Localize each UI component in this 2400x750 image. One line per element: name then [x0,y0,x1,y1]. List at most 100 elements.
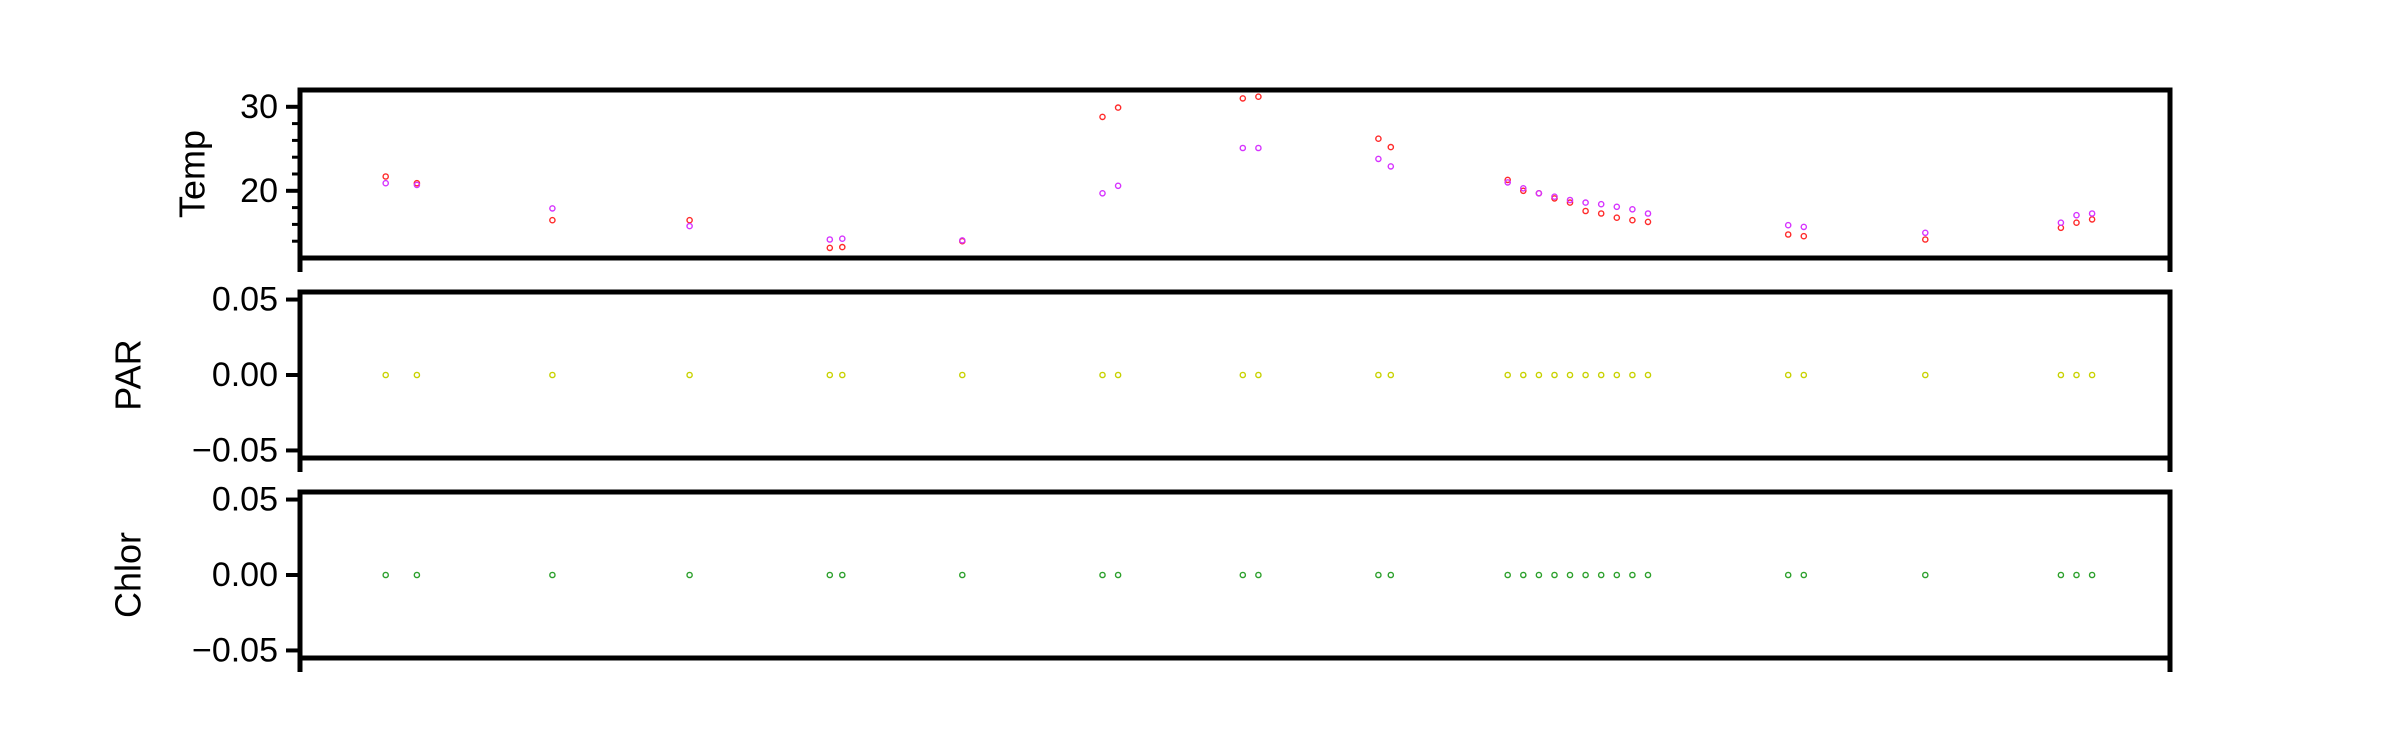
chlor-series-0-point [2057,571,2065,579]
temp-series-1-point [1520,184,1527,192]
chlor-series-0-point [1784,571,1792,579]
temp-series-1-point [1800,223,1808,231]
temp-series-1-point [1099,189,1106,197]
chlor-y-axis-label: Chlor [108,532,149,618]
chlor-series-0-point [549,571,556,579]
temp-series-1-point [1239,144,1247,152]
chlor-series-0-point [1566,571,1574,579]
chlor-series-0-point [1239,571,1247,579]
par-series-0-point [1520,371,1527,379]
par-y-axis-label: PAR [108,339,149,410]
temp-series-1-point [1597,200,1605,208]
temp-series-0-point [1922,236,1929,243]
par-y-tick-label: −0.05 [192,431,278,469]
par-series-0-point [1629,371,1636,379]
chlor-series-0-point [1922,571,1929,579]
temp-series-1-point [2073,211,2080,219]
chlor-series-0-point [1629,571,1636,579]
chlor-series-0-point [1114,571,1122,579]
temp-series-0-point [1504,176,1511,184]
par-series-0-point [959,371,966,379]
par-series-0-point [382,371,390,379]
temp-series-1-point [1255,144,1262,152]
par-axes-frame [297,289,2173,461]
par-series-0-point [1387,371,1395,379]
temp-series-1-point [1114,182,1122,190]
chlor-series-0-point [686,571,693,579]
temp-series-0-point [1629,216,1636,224]
temp-series-1-point [2057,219,2065,226]
temp-series-0-point [1800,232,1808,240]
par-series-0-point [1597,371,1605,379]
par-series-0-point [549,371,556,379]
temp-series-1-point [1504,179,1511,186]
chlor-series-0-point [1099,571,1106,579]
chlor-series-0-point [839,571,846,579]
temp-series-0-point [1613,214,1621,221]
temp-y-axis-label: Temp [172,130,213,218]
temp-series-0-point [1784,231,1792,238]
par-series-0-point [1922,371,1929,379]
par-series-0-point [2057,371,2065,379]
par-panel: −0.05 0.00 0.05 PAR [108,281,2173,472]
temp-series-0-point [1597,210,1605,217]
temp-series-0-point [1239,95,1247,102]
chlor-series-0-point [1613,571,1621,579]
temp-series-1-point [1582,199,1589,206]
temp-series-0-point [2088,216,2096,223]
temp-series-1-point [382,179,390,187]
par-series-0-point [1582,371,1589,379]
temp-series-0-point [1255,93,1262,100]
temp-series-1-point [1387,163,1395,170]
temp-series-0-point [1387,143,1395,151]
temp-series-1-point [1922,229,1929,237]
par-series-0-point [1535,371,1543,379]
temp-series-1-point [1535,189,1543,197]
chlor-series-0-point [1375,571,1382,579]
temp-series-0-point [1099,113,1106,121]
par-series-0-point [1784,371,1792,379]
par-y-tick-label: 0.05 [212,281,278,319]
temp-series-1-point [686,222,693,230]
temp-series-1-point [413,181,421,189]
temp-series-1-point [839,235,846,242]
chlor-series-0-point [1504,571,1511,579]
par-series-0-point [1566,371,1574,379]
chlor-series-0-point [2073,571,2080,579]
temp-series-0-point [549,216,556,224]
chlor-series-0-point [382,571,390,579]
chlor-y-tick-label: 0.05 [212,481,278,519]
chlor-series-0-point [1255,571,1262,579]
temp-series-0-point [1566,199,1574,206]
chlor-series-0-point [959,571,966,579]
par-series-0-point [1551,371,1558,379]
par-series-0-point [1114,371,1122,379]
temp-series-1-point [826,236,834,243]
temp-series-0-point [1375,135,1382,142]
temp-series-1-point [1551,193,1558,200]
temp-series-1-point [1566,196,1574,204]
chlor-series-0-point [1644,571,1652,579]
par-series-0-point [686,371,693,379]
par-series-0-point [839,371,846,379]
chlor-series-0-point [1582,571,1589,579]
chlor-series-0-point [1535,571,1543,579]
par-series-0-point [1644,371,1652,379]
temp-series-0-point [839,243,846,251]
temp-series-0-point [1520,187,1527,195]
temp-y-tick-label: 20 [240,172,278,210]
temp-series-0-point [1114,104,1122,111]
chlor-series-0-point [1520,571,1527,579]
chlor-y-tick-label: −0.05 [192,631,278,669]
chlor-series-0-point [1387,571,1395,579]
temp-series-1-point [1629,205,1636,213]
par-series-0-point [1255,371,1262,379]
temp-series-1-point [1784,221,1792,229]
chlor-series-0-point [1551,571,1558,579]
temp-series-1-point [1375,155,1382,163]
temp-y-tick-label: 30 [240,88,278,126]
temp-series-0-point [1644,218,1652,226]
chlor-series-0-point [413,571,421,579]
par-series-0-point [1504,371,1511,379]
